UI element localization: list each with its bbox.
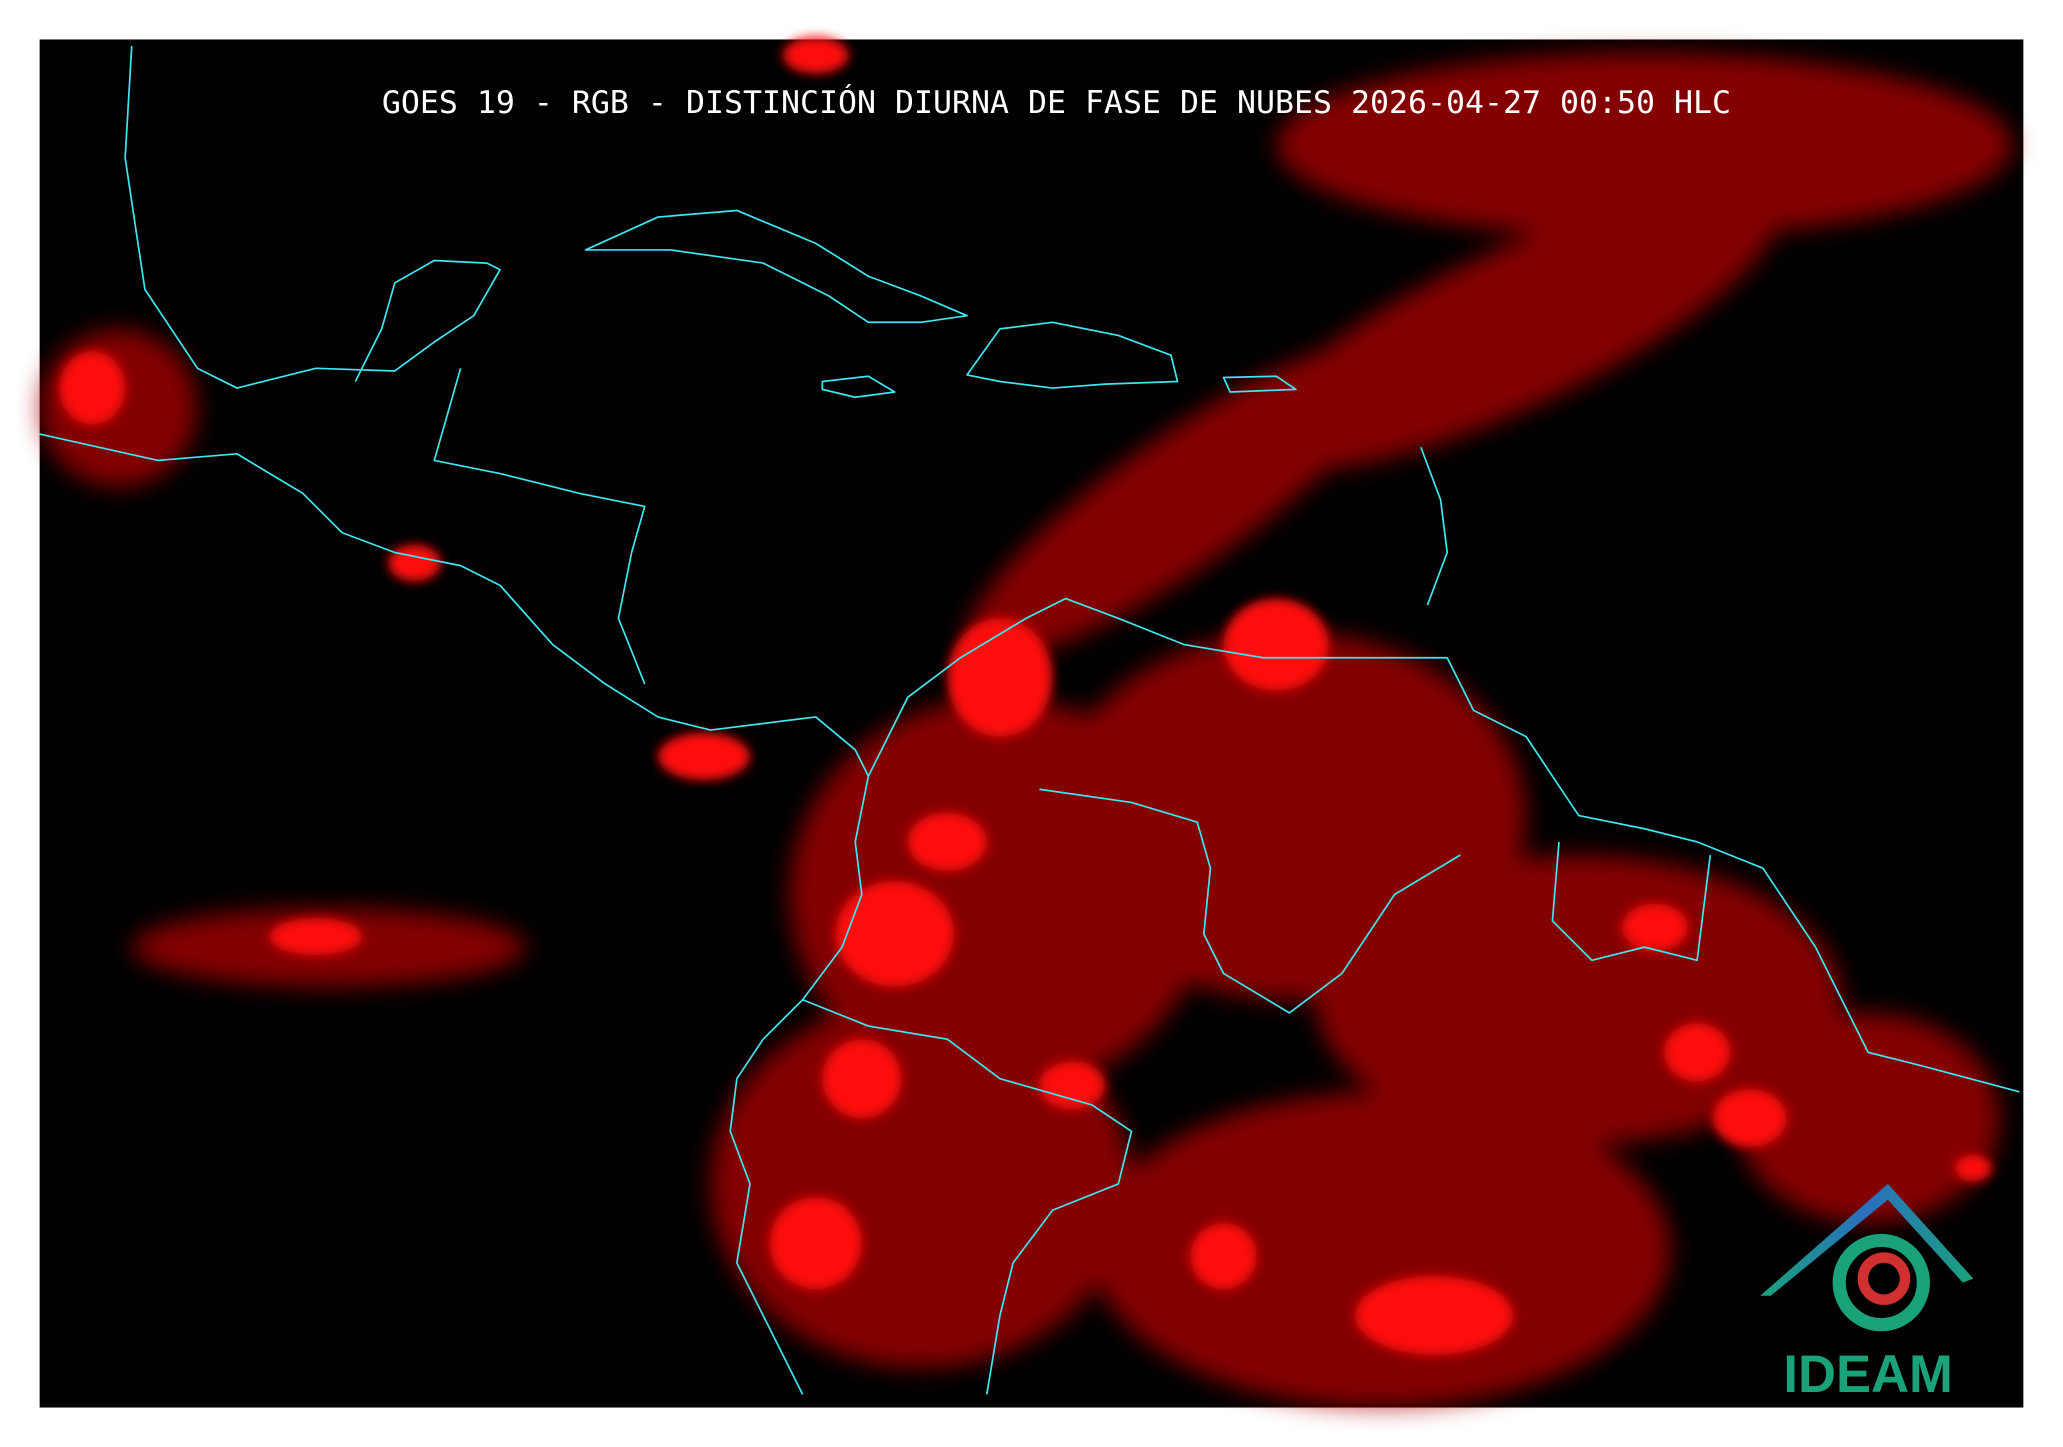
- logo-swirl-inner: [1857, 1252, 1911, 1305]
- image-title: GOES 19 - RGB - DISTINCIÓN DIURNA DE FAS…: [382, 82, 1731, 121]
- logo-text: IDEAM: [1783, 1345, 1953, 1404]
- logo-swirl: [1832, 1233, 1930, 1332]
- ideam-logo: IDEAM: [1760, 1183, 1974, 1404]
- cloud-layer: [39, 36, 2013, 1408]
- logo-roof: [1760, 1183, 1974, 1296]
- coastlines: [39, 45, 2020, 1395]
